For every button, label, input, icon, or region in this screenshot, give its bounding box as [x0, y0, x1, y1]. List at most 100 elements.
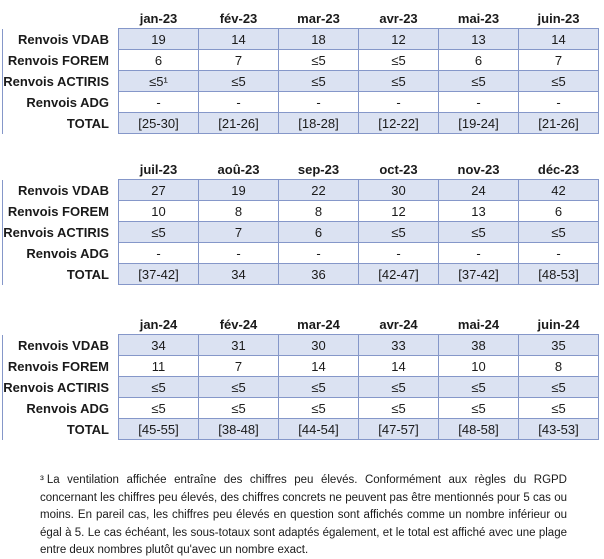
data-cell: ≤5 — [198, 397, 279, 419]
data-cell: 34 — [198, 263, 279, 285]
month-header: déc-23 — [537, 161, 580, 177]
table-row: Renvois ADG - - - - - - — [2, 91, 599, 113]
data-cell: [21-26] — [518, 112, 599, 134]
data-cell: 35 — [518, 334, 599, 356]
data-cell: 11 — [118, 355, 199, 377]
row-label: Renvois FOREM — [2, 355, 119, 377]
data-cell: 8 — [278, 200, 359, 222]
data-cell: 7 — [198, 49, 279, 71]
footnote-text: La ventilation affichée entraîne des chi… — [40, 474, 567, 556]
data-cell: ≤5 — [278, 70, 359, 92]
data-cell: ≤5 — [518, 397, 599, 419]
month-header: mai-24 — [457, 316, 500, 332]
data-cell: [48-53] — [518, 263, 599, 285]
month-table: jan-24 fév-24 mar-24 avr-24 mai-24 juin-24 Ren… — [2, 314, 599, 440]
table-row: Renvois ACTIRIS ≤5¹ ≤5 ≤5 ≤5 ≤5 ≤5 — [2, 70, 599, 92]
row-label: Renvois ADG — [2, 91, 119, 113]
data-cell: 7 — [198, 355, 279, 377]
data-cell: 36 — [278, 263, 359, 285]
data-cell: 12 — [358, 200, 439, 222]
month-header: sep-23 — [297, 161, 340, 177]
data-cell: 10 — [118, 200, 199, 222]
row-label: TOTAL — [2, 263, 119, 285]
month-header: aoû-23 — [217, 161, 260, 177]
data-cell: ≤5¹ — [118, 70, 199, 92]
data-cell: ≤5 — [438, 397, 519, 419]
data-cell: 13 — [438, 200, 519, 222]
row-label: Renvois ACTIRIS — [2, 70, 119, 92]
table-row: Renvois VDAB 19 14 18 12 13 14 — [2, 28, 599, 50]
data-cell: [42-47] — [358, 263, 439, 285]
month-header: mai-23 — [457, 10, 500, 26]
data-cell: 38 — [438, 334, 519, 356]
table-juil23-dec23: juil-23 aoû-23 sep-23 oct-23 nov-23 déc-23 Ren… — [2, 134, 604, 285]
data-cell: 14 — [358, 355, 439, 377]
data-cell: 33 — [358, 334, 439, 356]
data-cell: 19 — [198, 179, 279, 201]
table-row: Renvois VDAB 27 19 22 30 24 42 — [2, 179, 599, 201]
data-cell: [48-58] — [438, 418, 519, 440]
month-header: fév-23 — [219, 10, 258, 26]
data-cell: 6 — [518, 200, 599, 222]
table-row: TOTAL [37-42] 34 36 [42-47] [37-42] [48-53] — [2, 263, 599, 285]
data-cell: 8 — [198, 200, 279, 222]
corner-cell — [3, 159, 119, 180]
data-cell: 14 — [518, 28, 599, 50]
data-cell: ≤5 — [118, 221, 199, 243]
month-header: jan-23 — [139, 10, 178, 26]
data-cell: ≤5 — [438, 70, 519, 92]
data-cell: ≤5 — [438, 376, 519, 398]
month-header: juil-23 — [139, 161, 178, 177]
data-cell: - — [438, 242, 519, 264]
data-cell: 27 — [118, 179, 199, 201]
data-cell: 22 — [278, 179, 359, 201]
data-cell: ≤5 — [438, 221, 519, 243]
month-header: avr-23 — [379, 10, 418, 26]
row-label: Renvois VDAB — [2, 179, 119, 201]
data-cell: 19 — [118, 28, 199, 50]
table-row: Renvois ADG ≤5 ≤5 ≤5 ≤5 ≤5 ≤5 — [2, 397, 599, 419]
data-cell: - — [518, 242, 599, 264]
footnote: ³ La ventilation affichée entraîne des ch… — [40, 472, 567, 559]
data-cell: ≤5 — [518, 221, 599, 243]
corner-cell — [3, 8, 119, 29]
data-cell: [47-57] — [358, 418, 439, 440]
table-jan24-juin24: jan-24 fév-24 mar-24 avr-24 mai-24 juin-24 Ren… — [2, 285, 604, 440]
data-cell: ≤5 — [278, 49, 359, 71]
data-cell: [18-28] — [278, 112, 359, 134]
month-table: jan-23 fév-23 mar-23 avr-23 mai-23 juin-23 Ren… — [2, 8, 599, 134]
data-cell: 31 — [198, 334, 279, 356]
data-cell: 14 — [278, 355, 359, 377]
month-header: fév-24 — [219, 316, 258, 332]
data-cell: ≤5 — [518, 70, 599, 92]
table-row: Renvois FOREM 11 7 14 14 10 8 — [2, 355, 599, 377]
table-row: Renvois VDAB 34 31 30 33 38 35 — [2, 334, 599, 356]
table-row: Renvois FOREM 6 7 ≤5 ≤5 6 7 — [2, 49, 599, 71]
data-cell: 6 — [278, 221, 359, 243]
data-cell: - — [198, 91, 279, 113]
data-cell: [12-22] — [358, 112, 439, 134]
data-cell: [37-42] — [438, 263, 519, 285]
data-cell: ≤5 — [518, 376, 599, 398]
row-label: Renvois VDAB — [2, 28, 119, 50]
data-cell: [43-53] — [518, 418, 599, 440]
data-cell: 42 — [518, 179, 599, 201]
row-label: Renvois ADG — [2, 397, 119, 419]
data-cell: - — [358, 242, 439, 264]
data-cell: ≤5 — [118, 397, 199, 419]
data-cell: 30 — [358, 179, 439, 201]
table-row: TOTAL [25-30] [21-26] [18-28] [12-22] [19-24]… — [2, 112, 599, 134]
data-cell: - — [518, 91, 599, 113]
data-cell: ≤5 — [358, 49, 439, 71]
table-row: Renvois ADG - - - - - - — [2, 242, 599, 264]
data-cell: 30 — [278, 334, 359, 356]
data-cell: 8 — [518, 355, 599, 377]
data-cell: 14 — [198, 28, 279, 50]
data-cell: ≤5 — [358, 70, 439, 92]
data-cell: ≤5 — [198, 376, 279, 398]
data-cell: 7 — [198, 221, 279, 243]
table-row: Renvois ACTIRIS ≤5 ≤5 ≤5 ≤5 ≤5 ≤5 — [2, 376, 599, 398]
data-cell: ≤5 — [278, 397, 359, 419]
data-cell: 24 — [438, 179, 519, 201]
row-label: Renvois VDAB — [2, 334, 119, 356]
